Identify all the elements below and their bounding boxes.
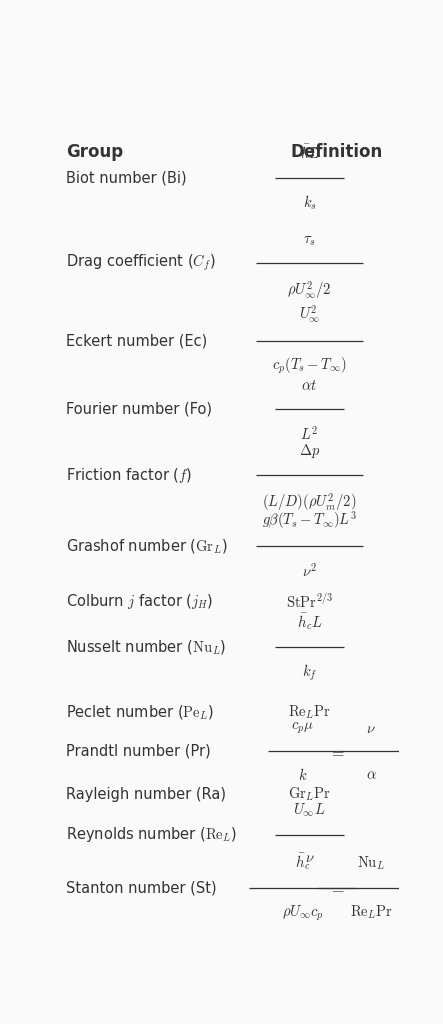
Text: Drag coefficient ($C_f$): Drag coefficient ($C_f$) [66,253,215,273]
Text: $\nu$: $\nu$ [305,851,314,865]
Text: $\mathrm{Gr}_L\mathrm{Pr}$: $\mathrm{Gr}_L\mathrm{Pr}$ [288,786,331,804]
Text: $U_{\infty}L$: $U_{\infty}L$ [293,802,326,819]
Text: $g\beta(T_s - T_{\infty})L^3$: $g\beta(T_s - T_{\infty})L^3$ [262,509,357,530]
Text: $c_p(T_s - T_{\infty})$: $c_p(T_s - T_{\infty})$ [272,356,347,377]
Text: $=$: $=$ [329,881,345,895]
Text: $=$: $=$ [329,743,345,759]
Text: $\alpha t$: $\alpha t$ [301,379,318,393]
Text: Colburn $j$ factor ($j_H$): Colburn $j$ factor ($j_H$) [66,592,213,611]
Text: $k$: $k$ [298,767,307,783]
Text: Biot number (Bi): Biot number (Bi) [66,171,187,185]
Text: $U_{\infty}^2$: $U_{\infty}^2$ [299,303,320,325]
Text: Peclet number ($\mathrm{Pe}_L$): Peclet number ($\mathrm{Pe}_L$) [66,702,214,721]
Text: Reynolds number ($\mathrm{Re}_L$): Reynolds number ($\mathrm{Re}_L$) [66,825,237,845]
Text: $\rho U_{\infty}^2/2$: $\rho U_{\infty}^2/2$ [287,279,332,301]
Text: $\nu^2$: $\nu^2$ [302,562,317,580]
Text: $\alpha$: $\alpha$ [366,767,377,782]
Text: $\nu$: $\nu$ [366,721,376,735]
Text: Nusselt number ($\mathrm{Nu}_L$): Nusselt number ($\mathrm{Nu}_L$) [66,638,226,656]
Text: Prandtl number (Pr): Prandtl number (Pr) [66,743,210,759]
Text: $\bar{h}L$: $\bar{h}L$ [299,144,319,163]
Text: $\mathrm{Re}_L\mathrm{Pr}$: $\mathrm{Re}_L\mathrm{Pr}$ [350,903,392,921]
Text: $\Delta p$: $\Delta p$ [299,441,320,460]
Text: Group: Group [66,142,123,161]
Text: Definition: Definition [291,142,383,161]
Text: $c_p\mu$: $c_p\mu$ [291,720,314,735]
Text: $(L/D)(\rho U_m^2/2)$: $(L/D)(\rho U_m^2/2)$ [262,490,357,513]
Text: $\mathrm{Re}_L\mathrm{Pr}$: $\mathrm{Re}_L\mathrm{Pr}$ [288,703,331,721]
Text: Friction factor ($f$): Friction factor ($f$) [66,466,191,484]
Text: $L^2$: $L^2$ [300,425,319,442]
Text: Eckert number (Ec): Eckert number (Ec) [66,333,207,348]
Text: Fourier number (Fo): Fourier number (Fo) [66,401,212,417]
Text: $\rho U_{\infty} c_p$: $\rho U_{\infty} c_p$ [282,903,323,923]
Text: $k_s$: $k_s$ [303,194,316,212]
Text: $\mathrm{StPr}^{2/3}$: $\mathrm{StPr}^{2/3}$ [286,593,333,610]
Text: $k_f$: $k_f$ [302,663,317,683]
Text: Stanton number (St): Stanton number (St) [66,881,216,895]
Text: Rayleigh number (Ra): Rayleigh number (Ra) [66,787,225,802]
Text: Grashof number ($\mathrm{Gr}_L$): Grashof number ($\mathrm{Gr}_L$) [66,538,227,555]
Text: $\tau_s$: $\tau_s$ [303,232,316,248]
Text: $\bar{h}_c$: $\bar{h}_c$ [295,851,310,872]
Text: $\bar{h}_c L$: $\bar{h}_c L$ [296,610,323,632]
Text: $\mathrm{Nu}_L$: $\mathrm{Nu}_L$ [357,855,385,872]
